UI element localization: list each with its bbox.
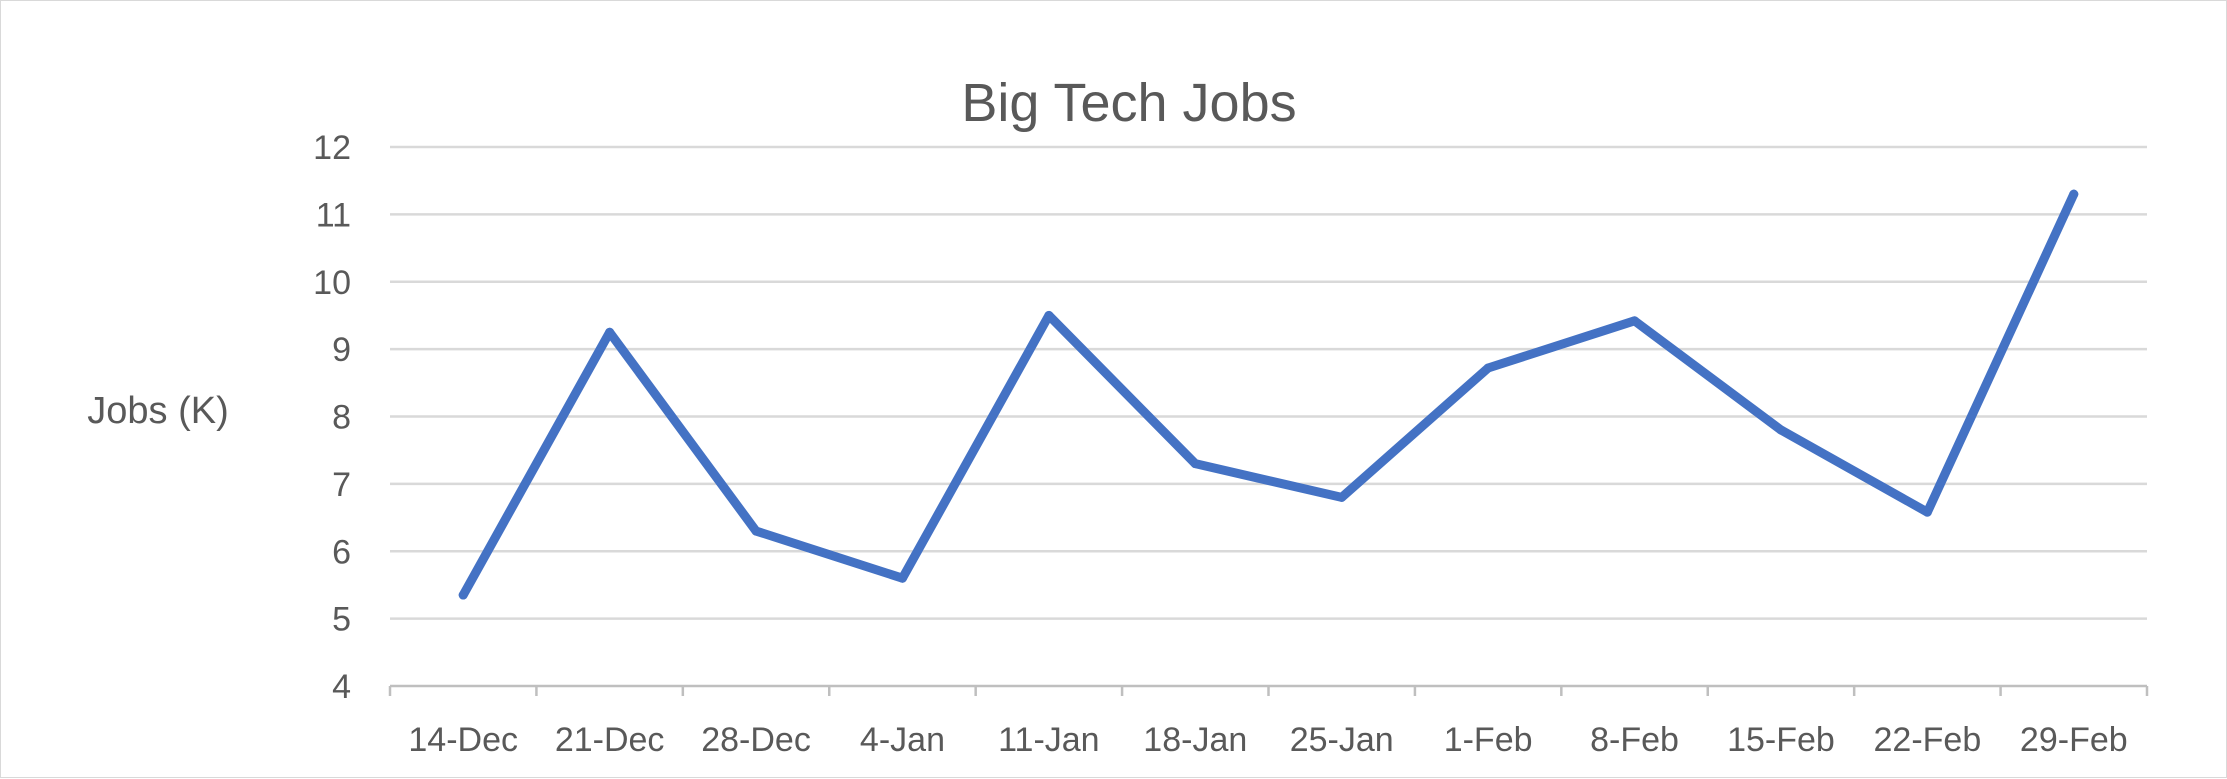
y-tick-label: 4 <box>332 668 351 706</box>
data-point <box>605 327 615 337</box>
x-tick-label: 22-Feb <box>1874 721 1982 759</box>
x-tick-label: 14-Dec <box>408 721 518 759</box>
x-axis: 14-Dec 21-Dec 28-Dec 4-Jan 11-Jan 18-Jan 25-Ja… <box>388 684 2149 759</box>
gridlines <box>390 145 2147 620</box>
data-point <box>1922 507 1932 517</box>
x-tick-label: 8-Feb <box>1590 721 1679 759</box>
y-axis-title: Jobs (K) <box>87 390 228 432</box>
series-layer <box>458 189 2079 600</box>
data-point <box>458 590 468 600</box>
data-point <box>1483 363 1493 373</box>
x-tick-label: 1-Feb <box>1444 721 1533 759</box>
x-tick-label: 25-Jan <box>1290 721 1394 759</box>
data-point <box>1630 316 1640 326</box>
data-point <box>2069 189 2079 199</box>
y-tick-label: 8 <box>332 399 351 437</box>
y-axis-ticks: 4 5 6 7 8 9 10 11 12 <box>313 129 351 706</box>
y-tick-label: 9 <box>332 331 351 369</box>
data-point <box>1044 310 1054 320</box>
data-point <box>1337 492 1347 502</box>
y-tick-label: 6 <box>332 533 351 571</box>
data-point <box>897 573 907 583</box>
y-tick-label: 10 <box>313 264 351 302</box>
x-tick-label: 15-Feb <box>1727 721 1835 759</box>
chart-title: Big Tech Jobs <box>961 73 1296 133</box>
y-tick-label: 5 <box>332 601 351 639</box>
x-tick-label: 4-Jan <box>860 721 945 759</box>
x-tick-label: 21-Dec <box>555 721 665 759</box>
x-tick-label: 18-Jan <box>1143 721 1247 759</box>
series-line <box>458 189 2079 600</box>
data-point <box>1190 459 1200 469</box>
y-tick-label: 7 <box>332 466 351 504</box>
y-tick-label: 12 <box>313 129 351 167</box>
x-tick-label: 28-Dec <box>701 721 811 759</box>
x-tick-label: 29-Feb <box>2020 721 2128 759</box>
x-tick-label: 11-Jan <box>998 721 1099 759</box>
data-point <box>751 526 761 536</box>
data-point <box>1776 425 1786 435</box>
y-tick-label: 11 <box>316 196 351 234</box>
